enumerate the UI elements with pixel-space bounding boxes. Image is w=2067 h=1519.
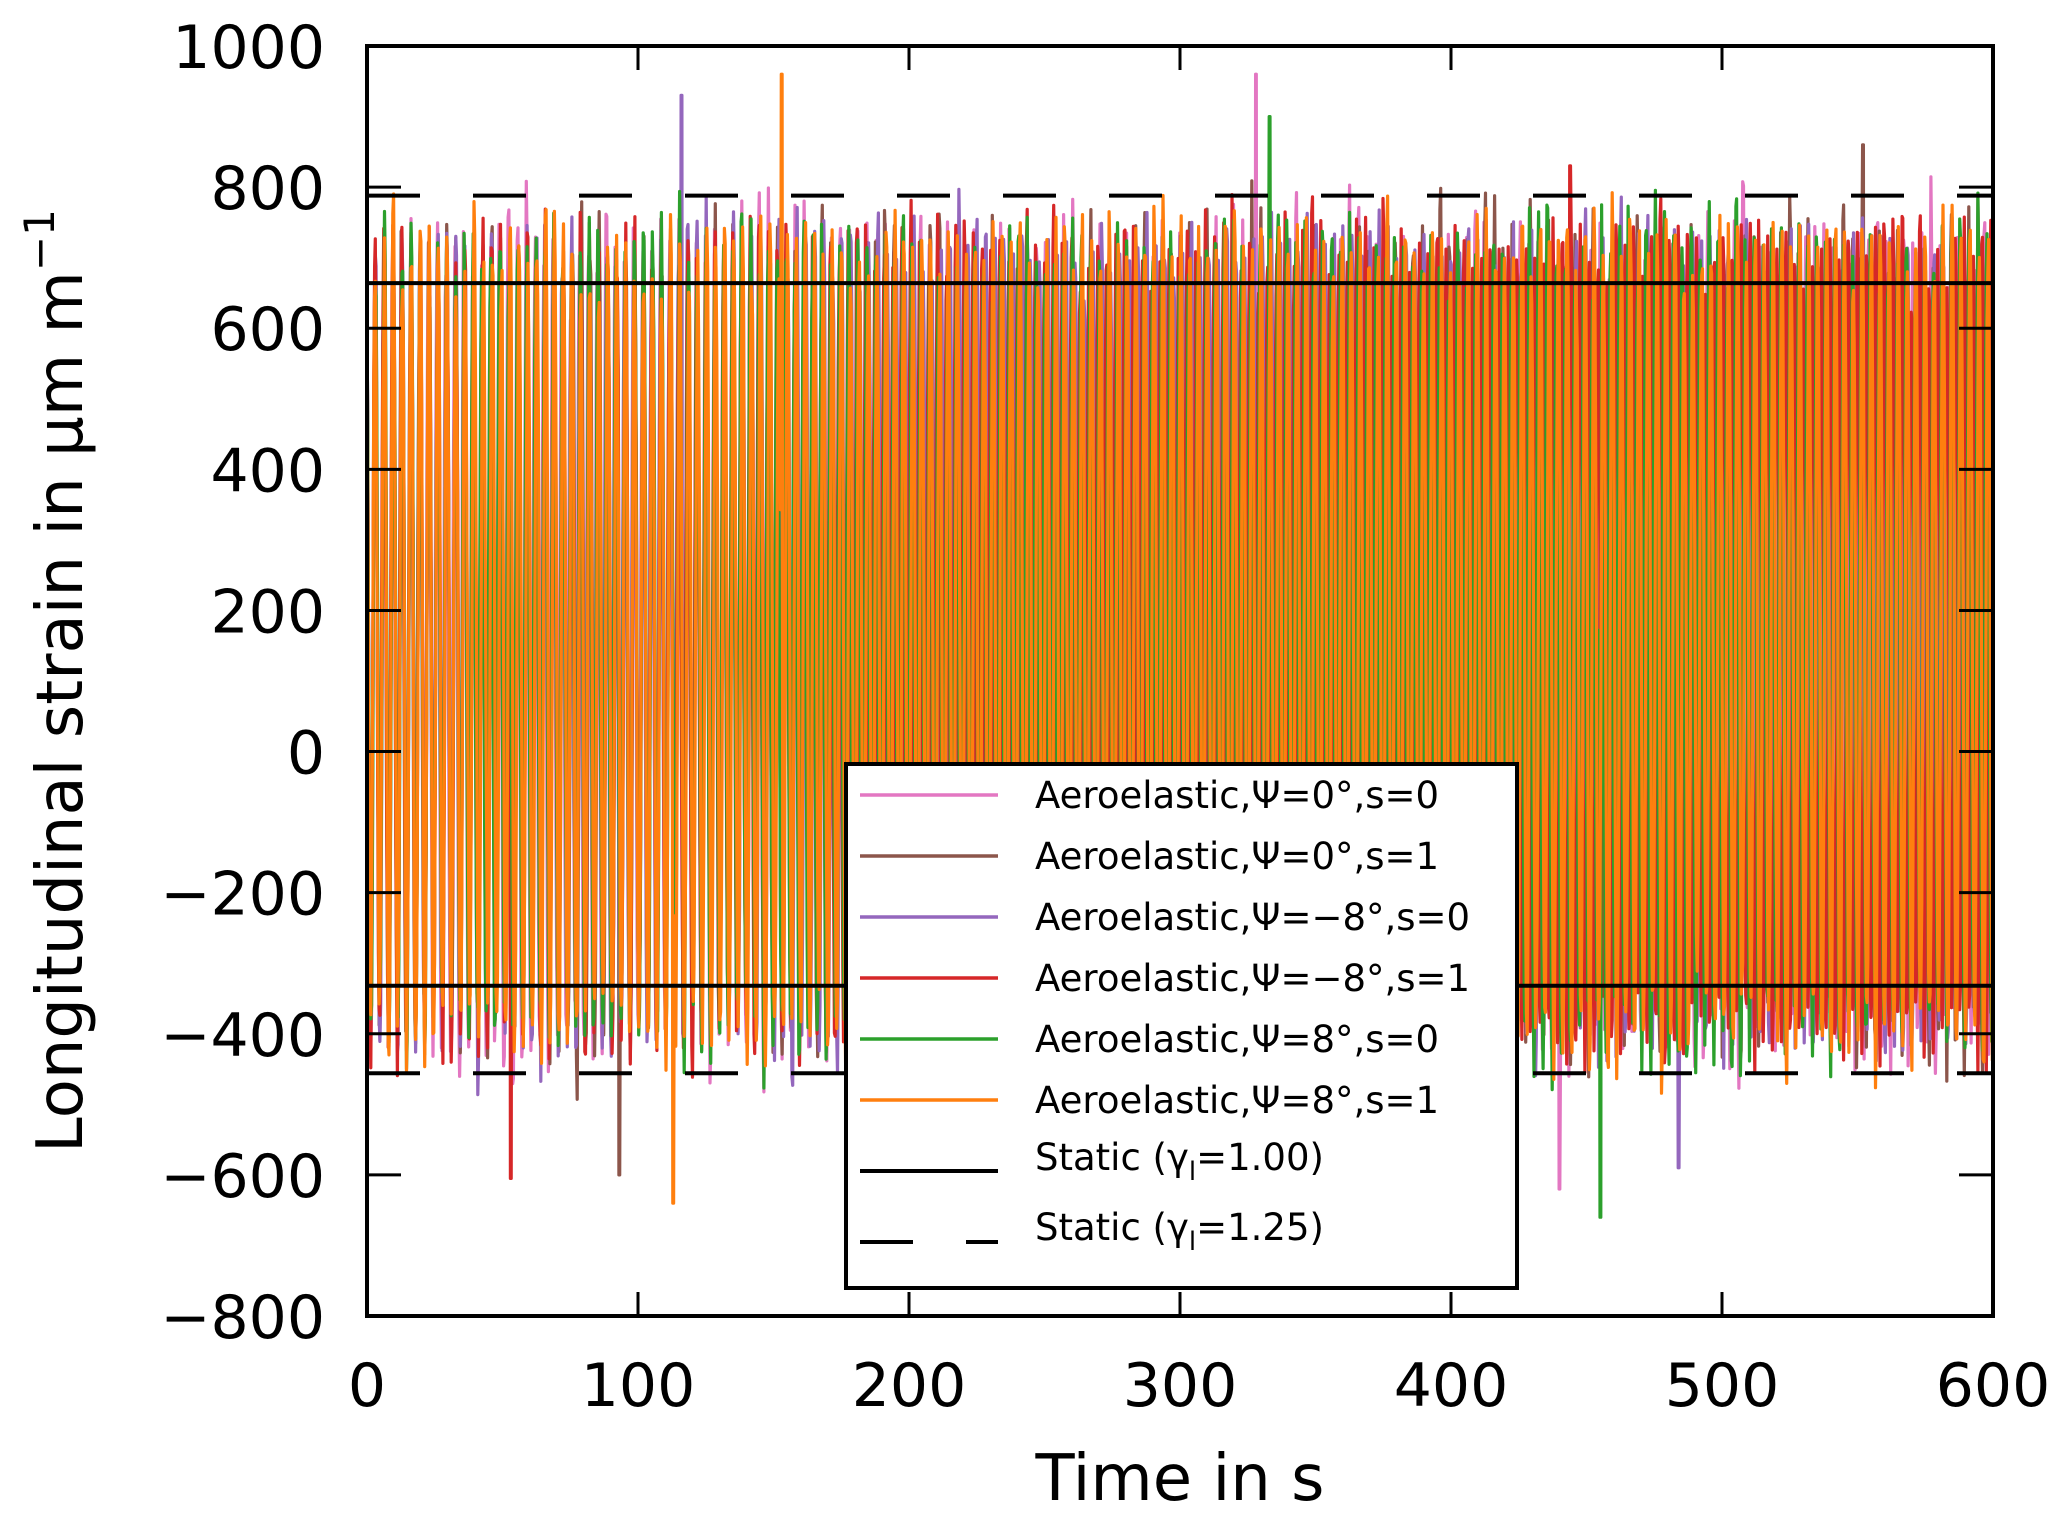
legend-entry: Aeroelastic,Ψ=8°,s=1 <box>860 1079 1439 1122</box>
legend-label: Aeroelastic,Ψ=0°,s=1 <box>1035 835 1439 878</box>
legend: Aeroelastic,Ψ=0°,s=0 Aeroelastic,Ψ=0°,s=1… <box>844 762 1519 1290</box>
x-tick-label: 400 <box>1394 1351 1509 1421</box>
x-tick-label: 100 <box>581 1351 696 1421</box>
legend-label: Static (γl=1.00) <box>1035 1136 1324 1187</box>
legend-box <box>844 762 1519 1290</box>
legend-label-subscript: l <box>1189 1227 1196 1257</box>
x-axis-title: Time in s <box>1035 1442 1325 1516</box>
y-tick-label: 800 <box>210 154 325 224</box>
legend-label: Aeroelastic,Ψ=−8°,s=0 <box>1035 896 1470 939</box>
legend-entry: Static (γl=1.25) <box>860 1206 1324 1257</box>
legend-label: Aeroelastic,Ψ=8°,s=0 <box>1035 1018 1439 1061</box>
x-tick-label: 300 <box>1123 1351 1238 1421</box>
legend-label-end: =1.00) <box>1196 1136 1324 1179</box>
legend-label-main: Static (γ <box>1035 1136 1189 1179</box>
legend-entry: Aeroelastic,Ψ=−8°,s=0 <box>860 896 1470 939</box>
legend-label: Static (γl=1.25) <box>1035 1206 1324 1257</box>
axis-ticks <box>365 44 1995 1318</box>
y-tick-label: −400 <box>160 1001 325 1071</box>
legend-label-subscript: l <box>1189 1157 1196 1187</box>
x-tick-label: 500 <box>1665 1351 1780 1421</box>
y-tick-label: −600 <box>160 1142 325 1212</box>
legend-entry: Aeroelastic,Ψ=0°,s=1 <box>860 835 1439 878</box>
x-tick-label: 0 <box>348 1351 386 1421</box>
y-axis-title: Longitudinal strain in µm m−1 <box>15 209 98 1153</box>
y-tick-label: 1000 <box>172 13 325 83</box>
y-axis-title-superscript: −1 <box>15 209 64 271</box>
y-axis-title-main: Longitudinal strain in µm m <box>24 271 98 1153</box>
legend-entry: Aeroelastic,Ψ=8°,s=0 <box>860 1018 1439 1061</box>
legend-entry: Static (γl=1.00) <box>860 1136 1324 1187</box>
y-tick-label: 400 <box>210 436 325 506</box>
y-tick-label: 0 <box>287 719 325 789</box>
y-tick-label: 200 <box>210 577 325 647</box>
legend-label-main: Static (γ <box>1035 1206 1189 1249</box>
legend-entry: Aeroelastic,Ψ=0°,s=0 <box>860 774 1439 817</box>
x-tick-label: 200 <box>852 1351 967 1421</box>
legend-label: Aeroelastic,Ψ=0°,s=0 <box>1035 774 1439 817</box>
y-axis-title-group: Longitudinal strain in µm m−1 <box>15 209 98 1153</box>
x-tick-label: 600 <box>1936 1351 2051 1421</box>
legend-entry: Aeroelastic,Ψ=−8°,s=1 <box>860 957 1470 1000</box>
y-tick-labels: −800 −600 −400 −200 0 200 400 600 800 1000 <box>160 13 325 1353</box>
y-tick-label: 600 <box>210 295 325 365</box>
y-tick-label: −800 <box>160 1283 325 1353</box>
legend-label-end: =1.25) <box>1196 1206 1324 1249</box>
legend-label: Aeroelastic,Ψ=−8°,s=1 <box>1035 957 1470 1000</box>
x-tick-labels: 0 100 200 300 400 500 600 <box>348 1351 2050 1421</box>
legend-label: Aeroelastic,Ψ=8°,s=1 <box>1035 1079 1439 1122</box>
y-tick-label: −200 <box>160 860 325 930</box>
series-line <box>367 72 1993 1205</box>
